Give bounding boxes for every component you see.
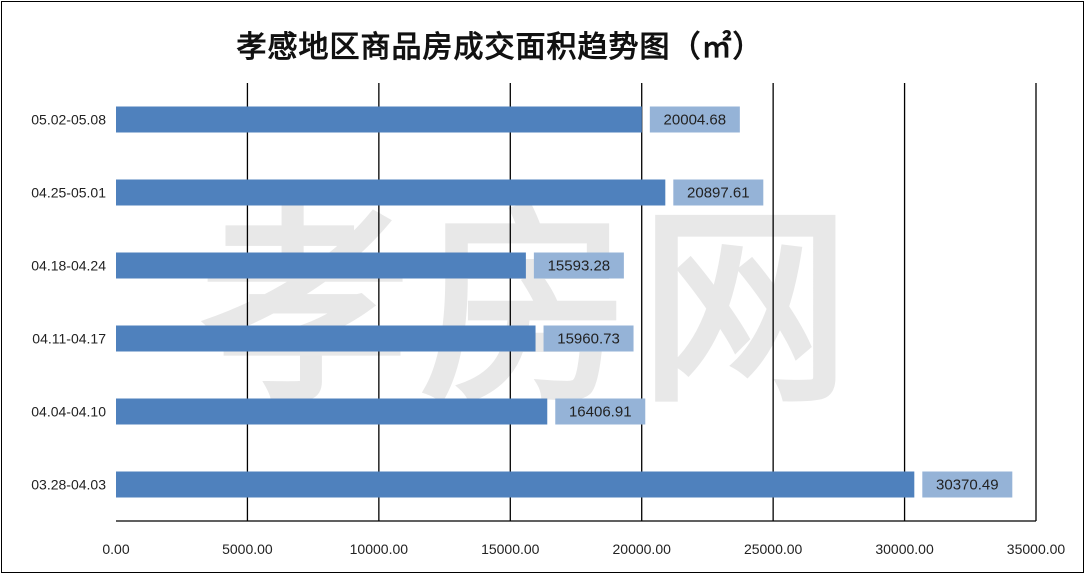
data-label-box: [649, 106, 740, 133]
x-tick-label: 5000.00: [222, 541, 273, 557]
data-labels: 20004.68 20897.61 15593.28 15960.73 16406.91…: [533, 106, 1013, 498]
bar: [116, 252, 526, 279]
data-label: 30370.49: [936, 477, 999, 494]
y-tick-label: 04.18-04.24: [31, 258, 106, 274]
y-tick-label: 05.02-05.08: [31, 112, 106, 128]
x-tick-label: 20000.00: [613, 541, 672, 557]
bar: [116, 325, 536, 352]
grid-lines: [246, 83, 1037, 521]
x-tick-label: 30000.00: [875, 541, 934, 557]
y-tick-label: 04.11-04.17: [32, 331, 106, 347]
x-axis-labels: 0.00 5000.00 10000.00 15000.00 20000.00 25000…: [102, 541, 1065, 557]
x-tick-label: 10000.00: [350, 541, 409, 557]
bar: [116, 398, 548, 425]
data-label-box: [922, 471, 1013, 498]
data-label: 20004.68: [664, 112, 727, 129]
x-tick-label: 0.00: [102, 541, 129, 557]
y-tick-label: 04.04-04.10: [31, 404, 106, 420]
data-label: 16406.91: [569, 404, 632, 421]
y-axis-labels: 05.02-05.08 04.25-05.01 04.18-04.24 04.11-0…: [31, 112, 106, 493]
data-label: 15593.28: [548, 258, 611, 275]
data-label-box: [673, 179, 764, 206]
data-label-box: [555, 398, 646, 425]
data-label: 20897.61: [687, 185, 750, 202]
chart-title: 孝感地区商品房成交面积趋势图（㎡）: [236, 30, 764, 65]
bar: [116, 179, 666, 206]
data-label-box: [543, 325, 634, 352]
bar: [116, 106, 642, 133]
y-tick-label: 04.25-05.01: [31, 185, 106, 201]
y-tick-label: 03.28-04.03: [31, 477, 106, 493]
x-tick-label: 35000.00: [1007, 541, 1066, 557]
bars: [116, 106, 915, 498]
data-label-box: [533, 252, 624, 279]
x-tick-label: 15000.00: [481, 541, 540, 557]
data-label: 15960.73: [557, 331, 620, 348]
x-tick-label: 25000.00: [744, 541, 803, 557]
bar: [116, 471, 915, 498]
